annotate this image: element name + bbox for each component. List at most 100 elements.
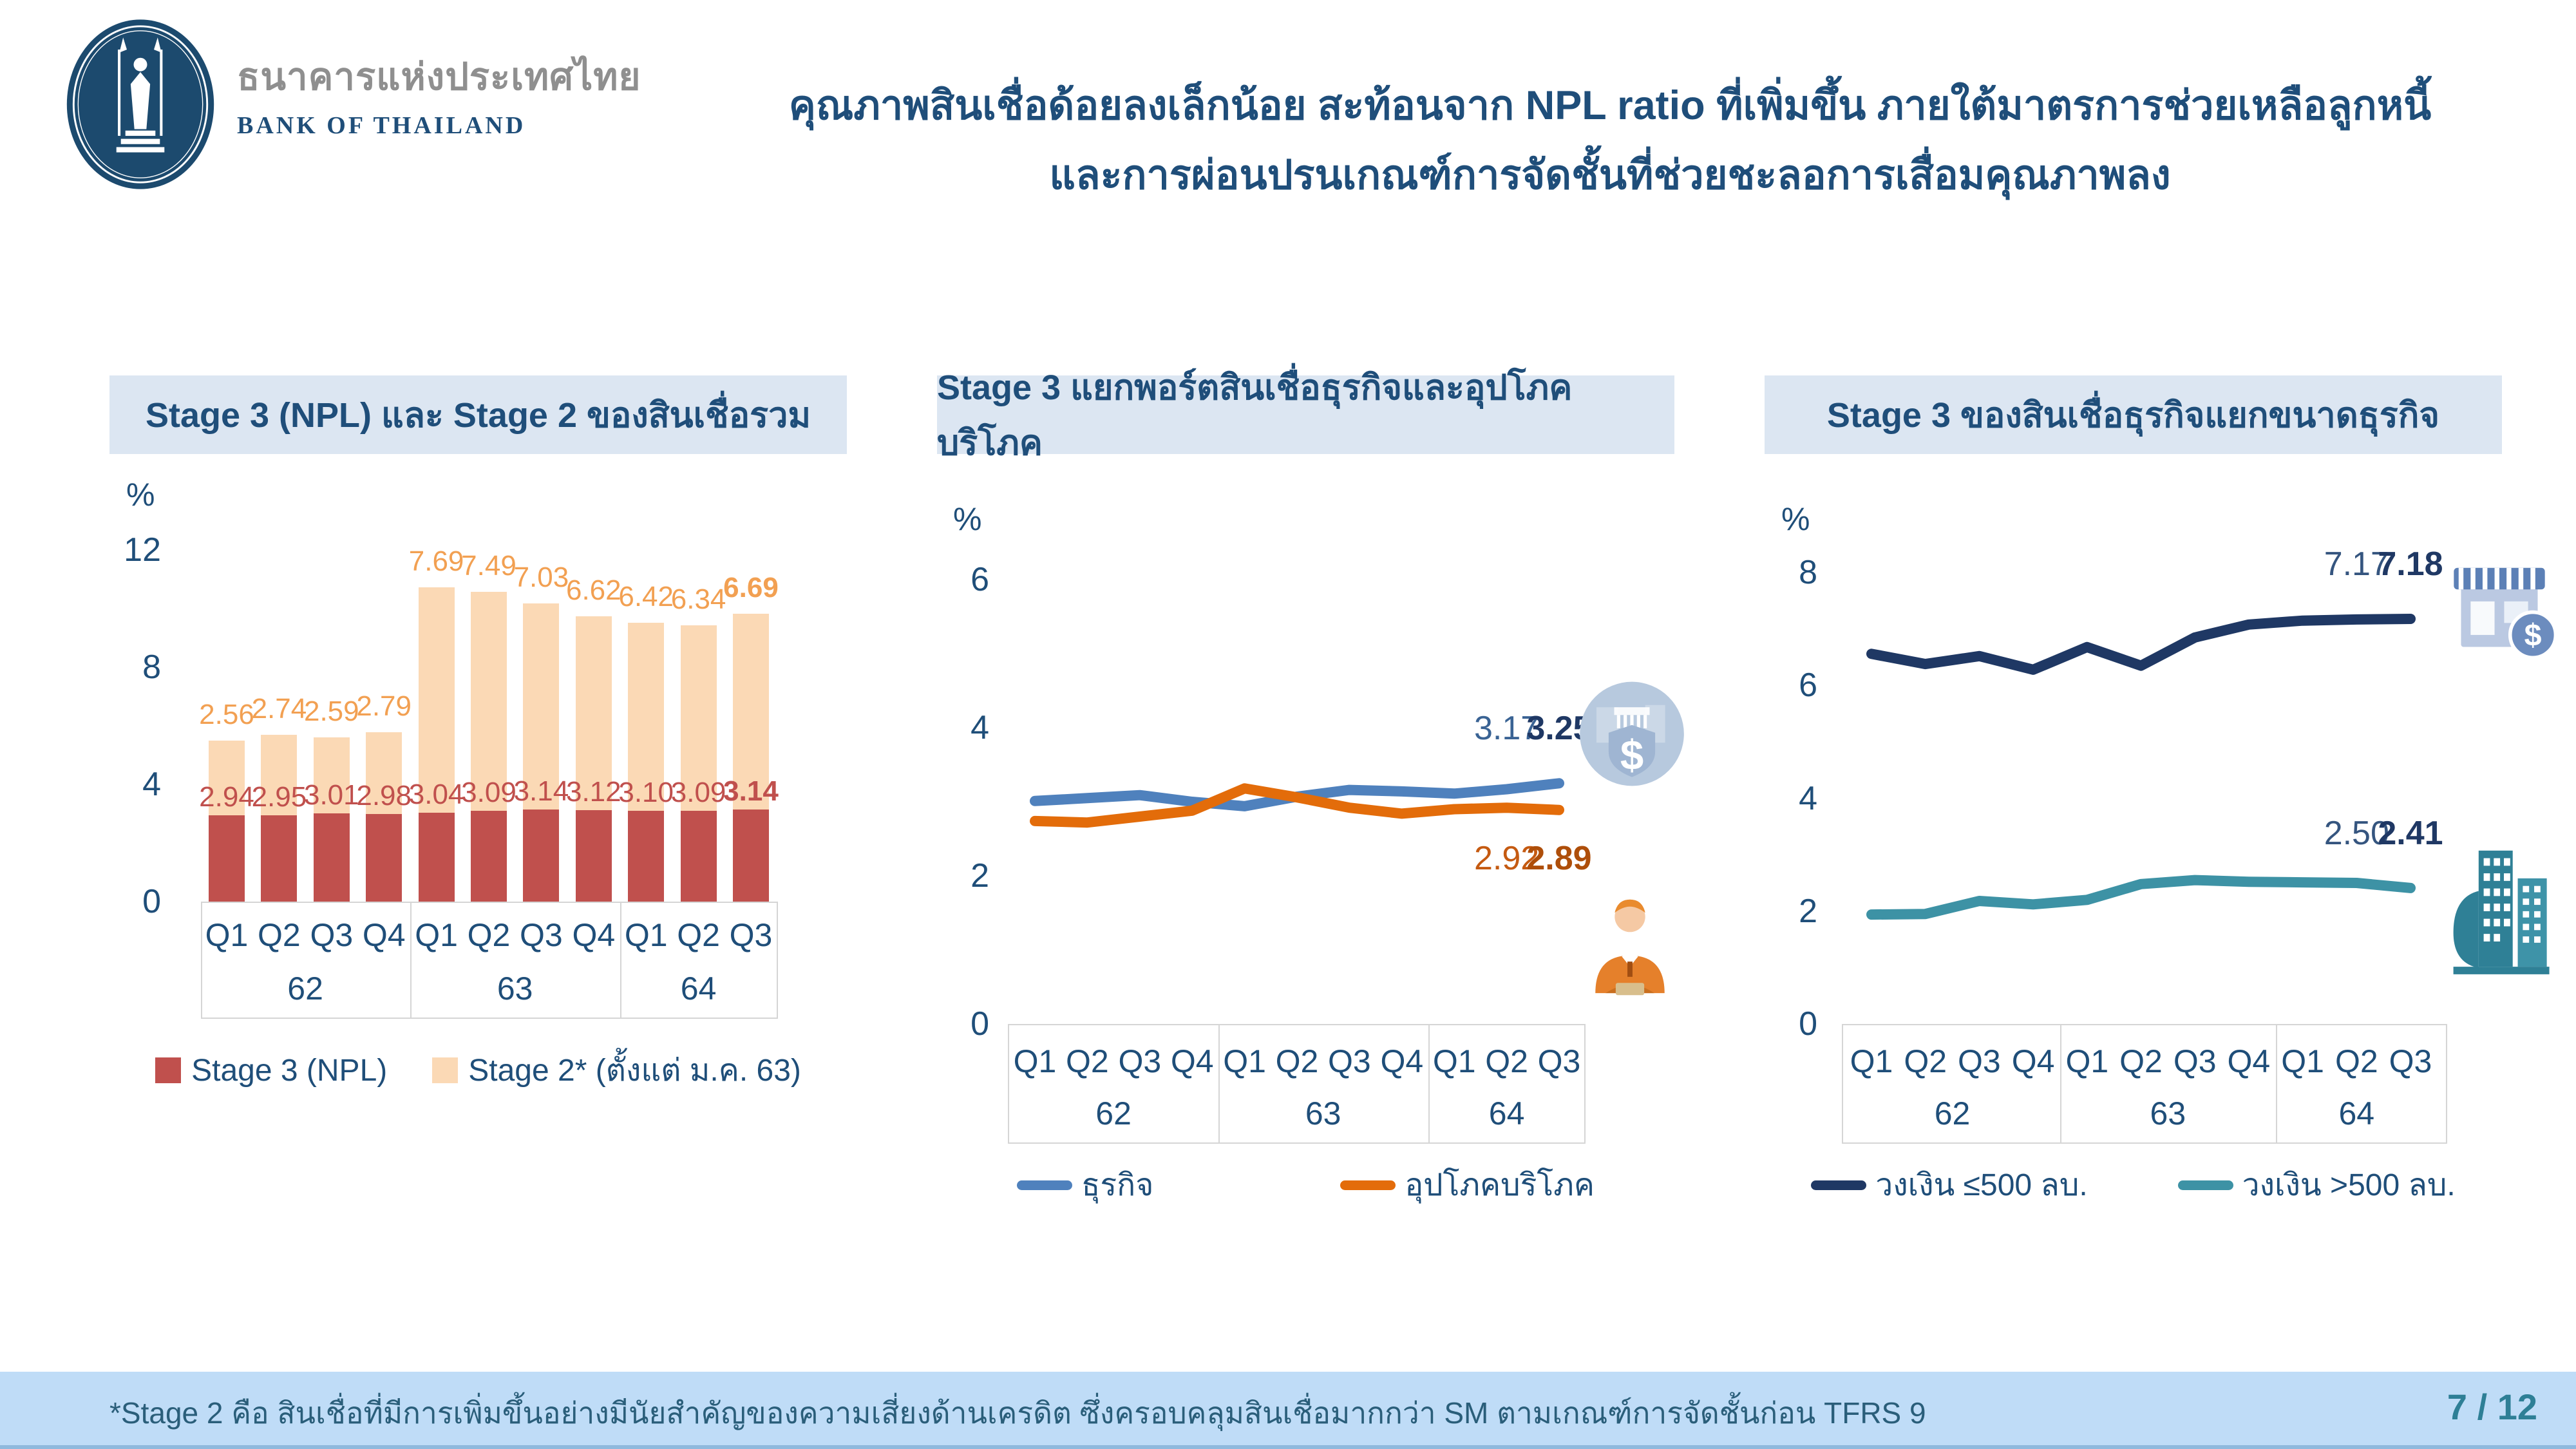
stage3-value-label: 3.09 <box>670 777 726 809</box>
stage2-value-label: 6.42 <box>618 580 674 612</box>
chart-2-y-tick: 2 <box>971 857 989 895</box>
stage3-bar-segment <box>523 810 560 902</box>
chart-3-y-tick: 6 <box>1799 667 1817 705</box>
chart-3-quarter-label: Q1 <box>2065 1043 2109 1079</box>
stage2-bar-segment <box>575 616 612 811</box>
stage3-value-label: 3.14 <box>513 775 569 808</box>
chart-3-quarter-label: Q4 <box>2227 1043 2271 1079</box>
stage2-bar-segment <box>680 625 717 811</box>
legend-swatch <box>1017 1180 1073 1190</box>
stage3-bar-segment <box>261 815 298 902</box>
chart-1-quarter-label: Q2 <box>258 917 301 953</box>
stage2-value-label: 7.49 <box>461 549 516 582</box>
chart-1-year-label: 64 <box>680 971 717 1007</box>
legend-label: ธุรกิจ <box>1081 1168 1154 1202</box>
chart-3-y-tick: 4 <box>1799 779 1817 817</box>
series-line <box>1866 614 2416 675</box>
svg-text:$: $ <box>2524 618 2542 653</box>
chart-3-quarter-label: Q2 <box>1904 1043 1947 1079</box>
chart-2-year-divider <box>1218 1024 1220 1144</box>
bot-logo <box>64 18 216 191</box>
storefront-icon: $ <box>2439 544 2559 674</box>
series-last-value-label: 7.18 <box>2378 545 2443 583</box>
chart-2-quarter-label: Q1 <box>1013 1043 1057 1079</box>
chart-1-quarter-label: Q4 <box>362 917 406 953</box>
slide-title-line1: คุณภาพสินเชื่อด้อยลงเล็กน้อย สะท้อนจาก N… <box>788 83 2432 128</box>
chart-2-title: Stage 3 แยกพอร์ตสินเชื่อธุรกิจและอุปโภคบ… <box>937 368 1674 462</box>
stage2-value-label: 7.69 <box>408 545 464 577</box>
stage3-value-label: 2.95 <box>251 781 307 813</box>
stage2-bar-segment <box>471 591 507 811</box>
stage3-value-label: 3.04 <box>408 778 464 810</box>
legend-label: วงเงิน ≤500 ลบ. <box>1875 1168 2088 1202</box>
stage3-bar-segment <box>313 813 350 902</box>
stage2-value-label: 6.69 <box>723 571 779 603</box>
legend-swatch <box>1340 1180 1396 1190</box>
chart-2-unit-label: % <box>953 501 982 537</box>
bot-logo-text: ธนาคารแห่งประเทศไทย BANK OF THAILAND <box>237 46 641 140</box>
chart-2-quarter-label: Q3 <box>1537 1043 1581 1079</box>
legend-label: อุปโภคบริโภค <box>1405 1168 1595 1202</box>
chart-3-y-tick: 0 <box>1799 1005 1817 1043</box>
stage3-bar-segment <box>471 811 507 902</box>
chart-2-y-tick: 0 <box>971 1005 989 1043</box>
chart-3-unit-label: % <box>1781 501 1810 537</box>
chart-3-legend: วงเงิน ≤500 ลบ. วงเงิน >500 ลบ. <box>1765 1159 2502 1211</box>
chart-1-quarter-label: Q3 <box>729 917 773 953</box>
chart-1-quarter-label: Q3 <box>310 917 354 953</box>
chart-2-quarter-label: Q3 <box>1328 1043 1371 1079</box>
stage2-value-label: 6.62 <box>565 574 621 606</box>
stage2-bar-segment <box>261 735 298 815</box>
slide-bottom-edge <box>0 1445 2576 1449</box>
chart-3-quarter-label: Q3 <box>2173 1043 2217 1079</box>
chart-3-y-tick: 8 <box>1799 554 1817 592</box>
stage2-bar-segment <box>209 740 245 816</box>
legend-swatch <box>155 1057 182 1083</box>
legend-label: Stage 3 (NPL) <box>191 1053 388 1088</box>
stage3-value-label: 2.98 <box>356 780 412 812</box>
stage2-bar-segment <box>733 613 769 810</box>
series-prev-value-label: 7.17 <box>2324 545 2389 583</box>
stage3-bar-segment <box>733 810 769 902</box>
series-last-value-label: 2.41 <box>2378 814 2443 852</box>
legend-swatch <box>1811 1180 1867 1190</box>
stage2-value-label: 2.59 <box>303 696 359 728</box>
stage2-value-label: 6.34 <box>670 583 726 615</box>
legend-item: ธุรกิจ <box>1017 1160 1153 1209</box>
chart-2-quarter-label: Q4 <box>1380 1043 1424 1079</box>
chart-1-quarter-label: Q1 <box>205 917 249 953</box>
series-line <box>1866 875 2416 920</box>
chart-2-year-label: 64 <box>1488 1095 1525 1132</box>
legend-label: Stage 2* (ตั้งแต่ ม.ค. 63) <box>468 1054 801 1088</box>
chart-3-quarter-label: Q1 <box>2281 1043 2324 1079</box>
legend-swatch <box>2177 1180 2233 1190</box>
series-prev-value-label: 2.50 <box>2324 814 2389 852</box>
chart-2-y-tick: 4 <box>971 709 989 746</box>
chart-3-year-divider <box>2275 1024 2277 1144</box>
chart-1-title: Stage 3 (NPL) และ Stage 2 ของสินเชื่อรวม <box>109 375 847 454</box>
chart-1-quarter-label: Q3 <box>520 917 563 953</box>
stage2-value-label: 2.74 <box>251 693 307 725</box>
chart-2-legend: ธุรกิจ อุปโภคบริโภค <box>937 1159 1674 1211</box>
page-number: 7 / 12 <box>2447 1387 2537 1427</box>
series-last-value-label: 2.89 <box>1526 839 1592 877</box>
chart-3-year-label: 63 <box>2150 1095 2186 1132</box>
chart-2-quarter-label: Q4 <box>1170 1043 1214 1079</box>
chart-3-year-label: 64 <box>2338 1095 2375 1132</box>
chart-2-x-axis-table <box>1008 1024 1586 1144</box>
chart-3-quarter-label: Q3 <box>2389 1043 2432 1079</box>
chart-3-quarter-label: Q1 <box>1850 1043 1893 1079</box>
chart-3-year-divider <box>2060 1024 2061 1144</box>
stage3-value-label: 3.09 <box>461 777 516 809</box>
legend-swatch <box>432 1057 459 1083</box>
chart-2-quarter-label: Q3 <box>1118 1043 1162 1079</box>
stage2-value-label: 7.03 <box>513 562 569 594</box>
slide-title: คุณภาพสินเชื่อด้อยลงเล็กน้อย สะท้อนจาก N… <box>683 71 2537 210</box>
stage3-value-label: 3.12 <box>565 776 621 808</box>
stage3-bar-segment <box>366 814 402 902</box>
chart-1-year-label: 62 <box>287 971 323 1007</box>
chart-2-year-label: 62 <box>1095 1095 1132 1132</box>
footer-band <box>0 1372 2576 1449</box>
chart-1-unit-label: % <box>126 477 155 513</box>
